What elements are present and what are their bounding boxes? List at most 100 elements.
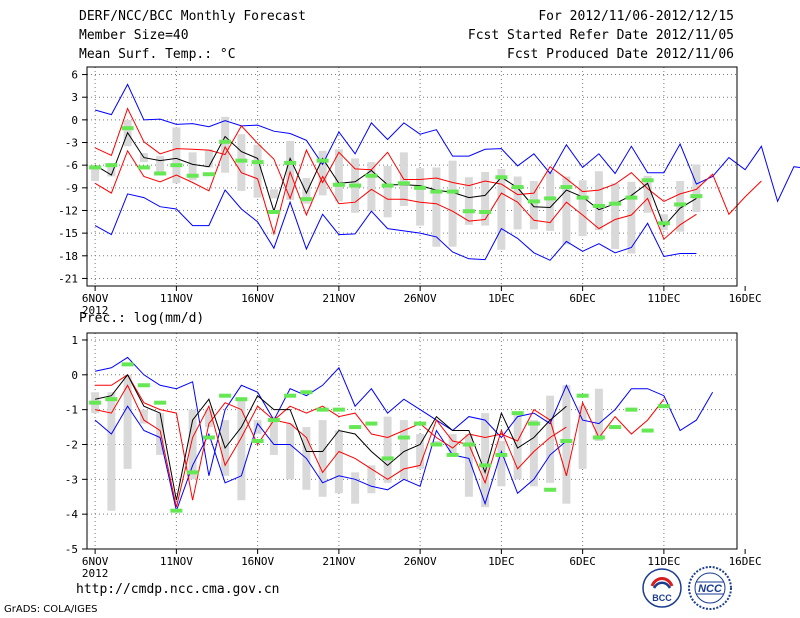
temp-median-mark (641, 178, 654, 183)
prec-median-mark (446, 452, 459, 457)
prec-spread-box (188, 409, 197, 480)
prec-median-mark (316, 407, 329, 412)
prec-ytick-label: -4 (65, 508, 79, 521)
temp-lower-line (94, 145, 697, 241)
prec-median-mark (462, 442, 475, 447)
temp-panel: 6 3 0 -3 -6 -9 -12 -15 -18 -21 6NOV 11NOV 16NOV 21NOV… (58, 66, 800, 317)
temp-ytick-label: -21 (58, 272, 78, 285)
prec-xtick-label: 16DEC (729, 555, 762, 568)
prec-ytick-label: -2 (65, 438, 78, 451)
prec-spread-box (562, 385, 571, 504)
temp-ytick-label: 6 (71, 69, 78, 82)
temp-median-mark (657, 221, 670, 226)
prec-median-mark (121, 362, 134, 367)
prec-median-mark (430, 442, 443, 447)
temp-spread-box (627, 181, 636, 254)
temp-spread-box (107, 162, 116, 177)
prec-spread-box (481, 413, 490, 508)
temp-median-mark (316, 158, 329, 163)
forecast-started-date: Fcst Started Refer Date 2012/11/05 (467, 28, 734, 43)
temp-xtick-label: 11NOV (160, 292, 193, 305)
prec-median-mark (592, 435, 605, 440)
prec-spread-box (334, 430, 343, 494)
temp-xtick-label: 26NOV (404, 292, 437, 305)
prec-spread-box (416, 434, 425, 469)
prec-spread-box (513, 413, 522, 480)
prec-xtick-label: 26NOV (404, 555, 437, 568)
temp-spread-box (334, 149, 343, 202)
prec-median-mark (544, 487, 557, 492)
prec-median-mark (511, 411, 524, 416)
temp-median-mark (430, 189, 443, 194)
temp-spread-box (318, 150, 327, 196)
temp-xtick-label: 16DEC (729, 292, 762, 305)
prec-median-mark (300, 390, 313, 395)
temp-median-mark (625, 195, 638, 200)
bcc-logo: BCC (642, 568, 682, 608)
temp-ytick-label: 0 (71, 114, 78, 127)
prec-year-label: 2012 (82, 567, 109, 580)
temp-spread-box (416, 168, 425, 226)
source-url[interactable]: http://cmdp.ncc.cma.gov.cn (76, 582, 280, 597)
temp-ytick-label: -9 (65, 182, 78, 195)
temp-spread-box (529, 181, 538, 230)
prec-spread-box (399, 420, 408, 480)
prec-ytick-label: -3 (65, 473, 78, 486)
chart-title: DERF/NCC/BCC Monthly Forecast (79, 9, 306, 24)
temp-xtick-label: 11DEC (647, 292, 680, 305)
temp-spread-box (383, 165, 392, 218)
ncc-logo: NCC (688, 566, 732, 610)
temp-median-mark (202, 172, 215, 177)
temp-median-mark (527, 199, 540, 204)
temp-ytick-label: -18 (58, 250, 78, 263)
prec-spread-box (367, 465, 376, 494)
prec-median-mark (657, 404, 670, 409)
prec-ytick-label: 1 (71, 334, 78, 347)
temp-median-mark (479, 209, 492, 214)
temp-median-mark (89, 165, 102, 170)
temp-median-mark (397, 181, 410, 186)
prec-xtick-label: 6NOV (82, 555, 109, 568)
prec-median-mark (365, 421, 378, 426)
temp-spread-box (692, 164, 701, 212)
prec-median-mark (397, 435, 410, 440)
temp-median-mark (544, 196, 557, 201)
temp-spread-box (562, 176, 571, 245)
prec-median-mark (641, 428, 654, 433)
prec-median-mark (219, 393, 232, 398)
prec-spread-box (107, 392, 116, 511)
temp-max-line (94, 83, 800, 203)
prec-xtick-label: 6DEC (569, 555, 596, 568)
temp-median-mark (137, 165, 150, 170)
prec-median-mark (202, 435, 215, 440)
temp-median-mark (186, 173, 199, 178)
temp-median-mark (235, 158, 248, 163)
temp-xtick-label: 21NOV (322, 292, 355, 305)
prec-spread-box (269, 416, 278, 455)
temp-ytick-label: -15 (58, 227, 78, 240)
temp-spread-box (546, 171, 555, 231)
prec-median-mark (89, 400, 102, 405)
temp-median-mark (284, 160, 297, 165)
prec-spread-box (578, 406, 587, 469)
prec-spread-box (204, 409, 213, 428)
prec-median-mark (381, 456, 394, 461)
temp-spread-box (578, 180, 587, 237)
temp-median-mark (121, 126, 134, 131)
temp-median-mark (365, 173, 378, 178)
prec-spread-box (529, 420, 538, 487)
temp-median-mark (381, 183, 394, 188)
prec-spread-box (546, 395, 555, 483)
temp-median-mark (154, 171, 167, 176)
prec-ytick-label: 0 (71, 369, 78, 382)
temp-spread-box (253, 144, 262, 198)
prec-median-mark (625, 407, 638, 412)
temp-median-mark (105, 163, 118, 168)
temp-spread-box (188, 152, 197, 181)
prec-frame (86, 332, 738, 550)
temp-median-mark (560, 185, 573, 190)
temp-ytick-label: -6 (65, 159, 78, 172)
temp-spread-box (204, 149, 213, 168)
temp-median-mark (495, 175, 508, 180)
temp-median-mark (576, 195, 589, 200)
